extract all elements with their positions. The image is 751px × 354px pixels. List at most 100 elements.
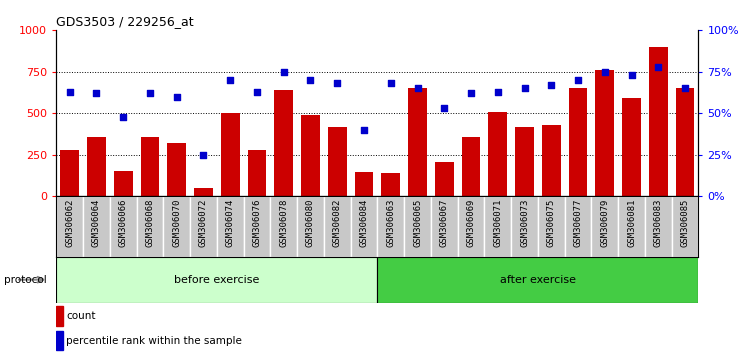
Text: GSM306068: GSM306068 — [146, 198, 155, 247]
Text: GSM306065: GSM306065 — [413, 198, 422, 247]
Bar — [328, 127, 347, 196]
Bar — [56, 331, 63, 350]
Bar — [137, 196, 164, 257]
Bar — [351, 196, 377, 257]
Bar — [569, 88, 587, 196]
Point — [679, 85, 691, 91]
Text: GSM306080: GSM306080 — [306, 198, 315, 247]
Text: GSM306078: GSM306078 — [279, 198, 288, 247]
Text: GSM306069: GSM306069 — [466, 198, 475, 247]
Text: GSM306067: GSM306067 — [440, 198, 449, 247]
Point — [599, 69, 611, 74]
Bar — [538, 196, 565, 257]
Bar — [484, 196, 511, 257]
Bar — [431, 196, 457, 257]
Point — [653, 64, 665, 69]
Point — [439, 105, 451, 111]
Bar — [221, 113, 240, 196]
Bar — [622, 98, 641, 196]
Text: GSM306070: GSM306070 — [172, 198, 181, 247]
Text: percentile rank within the sample: percentile rank within the sample — [66, 336, 242, 346]
Text: after exercise: after exercise — [500, 275, 576, 285]
Bar — [167, 143, 186, 196]
Bar — [217, 196, 243, 257]
Bar — [110, 196, 137, 257]
Bar — [243, 196, 270, 257]
Bar — [114, 171, 133, 196]
Bar — [56, 196, 83, 257]
Text: GDS3503 / 229256_at: GDS3503 / 229256_at — [56, 15, 194, 28]
Point — [90, 91, 102, 96]
Bar — [671, 196, 698, 257]
Point — [117, 114, 129, 119]
Point — [144, 91, 156, 96]
Bar — [297, 196, 324, 257]
Text: GSM306062: GSM306062 — [65, 198, 74, 247]
Text: before exercise: before exercise — [174, 275, 260, 285]
Bar — [462, 137, 481, 196]
Point — [331, 80, 343, 86]
Bar — [596, 70, 614, 196]
Bar — [408, 88, 427, 196]
Bar — [378, 257, 698, 303]
Text: GSM306075: GSM306075 — [547, 198, 556, 247]
Point — [170, 94, 182, 99]
Text: GSM306072: GSM306072 — [199, 198, 208, 247]
Point — [465, 91, 477, 96]
Bar — [565, 196, 592, 257]
Bar — [163, 196, 190, 257]
Bar — [435, 161, 454, 196]
Bar — [60, 150, 79, 196]
Text: GSM306085: GSM306085 — [680, 198, 689, 247]
Text: GSM306082: GSM306082 — [333, 198, 342, 247]
Text: GSM306083: GSM306083 — [654, 198, 663, 247]
Bar — [248, 150, 267, 196]
Point — [545, 82, 557, 88]
Text: GSM306063: GSM306063 — [386, 198, 395, 247]
Text: count: count — [66, 311, 95, 321]
Bar — [190, 196, 217, 257]
Text: GSM306076: GSM306076 — [252, 198, 261, 247]
Text: GSM306064: GSM306064 — [92, 198, 101, 247]
Bar — [301, 115, 320, 196]
Bar — [274, 90, 293, 196]
Bar — [378, 196, 404, 257]
Bar — [56, 306, 63, 326]
Text: GSM306071: GSM306071 — [493, 198, 502, 247]
Bar — [324, 196, 351, 257]
Point — [304, 77, 316, 83]
Bar — [87, 137, 106, 196]
Bar — [649, 47, 668, 196]
Text: GSM306066: GSM306066 — [119, 198, 128, 247]
Bar — [194, 188, 213, 196]
Point — [626, 72, 638, 78]
Bar — [457, 196, 484, 257]
Bar — [56, 257, 378, 303]
Bar — [515, 127, 534, 196]
Bar — [404, 196, 431, 257]
Bar — [382, 173, 400, 196]
Text: GSM306074: GSM306074 — [226, 198, 235, 247]
Bar — [83, 196, 110, 257]
Text: GSM306084: GSM306084 — [360, 198, 369, 247]
Bar — [140, 137, 159, 196]
Bar — [645, 196, 671, 257]
Bar — [354, 172, 373, 196]
Text: protocol: protocol — [4, 275, 47, 285]
Point — [251, 89, 263, 95]
Point — [572, 77, 584, 83]
Point — [385, 80, 397, 86]
Bar — [542, 125, 561, 196]
Text: GSM306079: GSM306079 — [600, 198, 609, 247]
Bar — [676, 88, 695, 196]
Point — [518, 85, 530, 91]
Point — [358, 127, 370, 133]
Bar — [618, 196, 645, 257]
Text: GSM306077: GSM306077 — [574, 198, 583, 247]
Point — [278, 69, 290, 74]
Point — [225, 77, 237, 83]
Bar — [511, 196, 538, 257]
Point — [198, 152, 210, 158]
Bar — [592, 196, 618, 257]
Point — [412, 85, 424, 91]
